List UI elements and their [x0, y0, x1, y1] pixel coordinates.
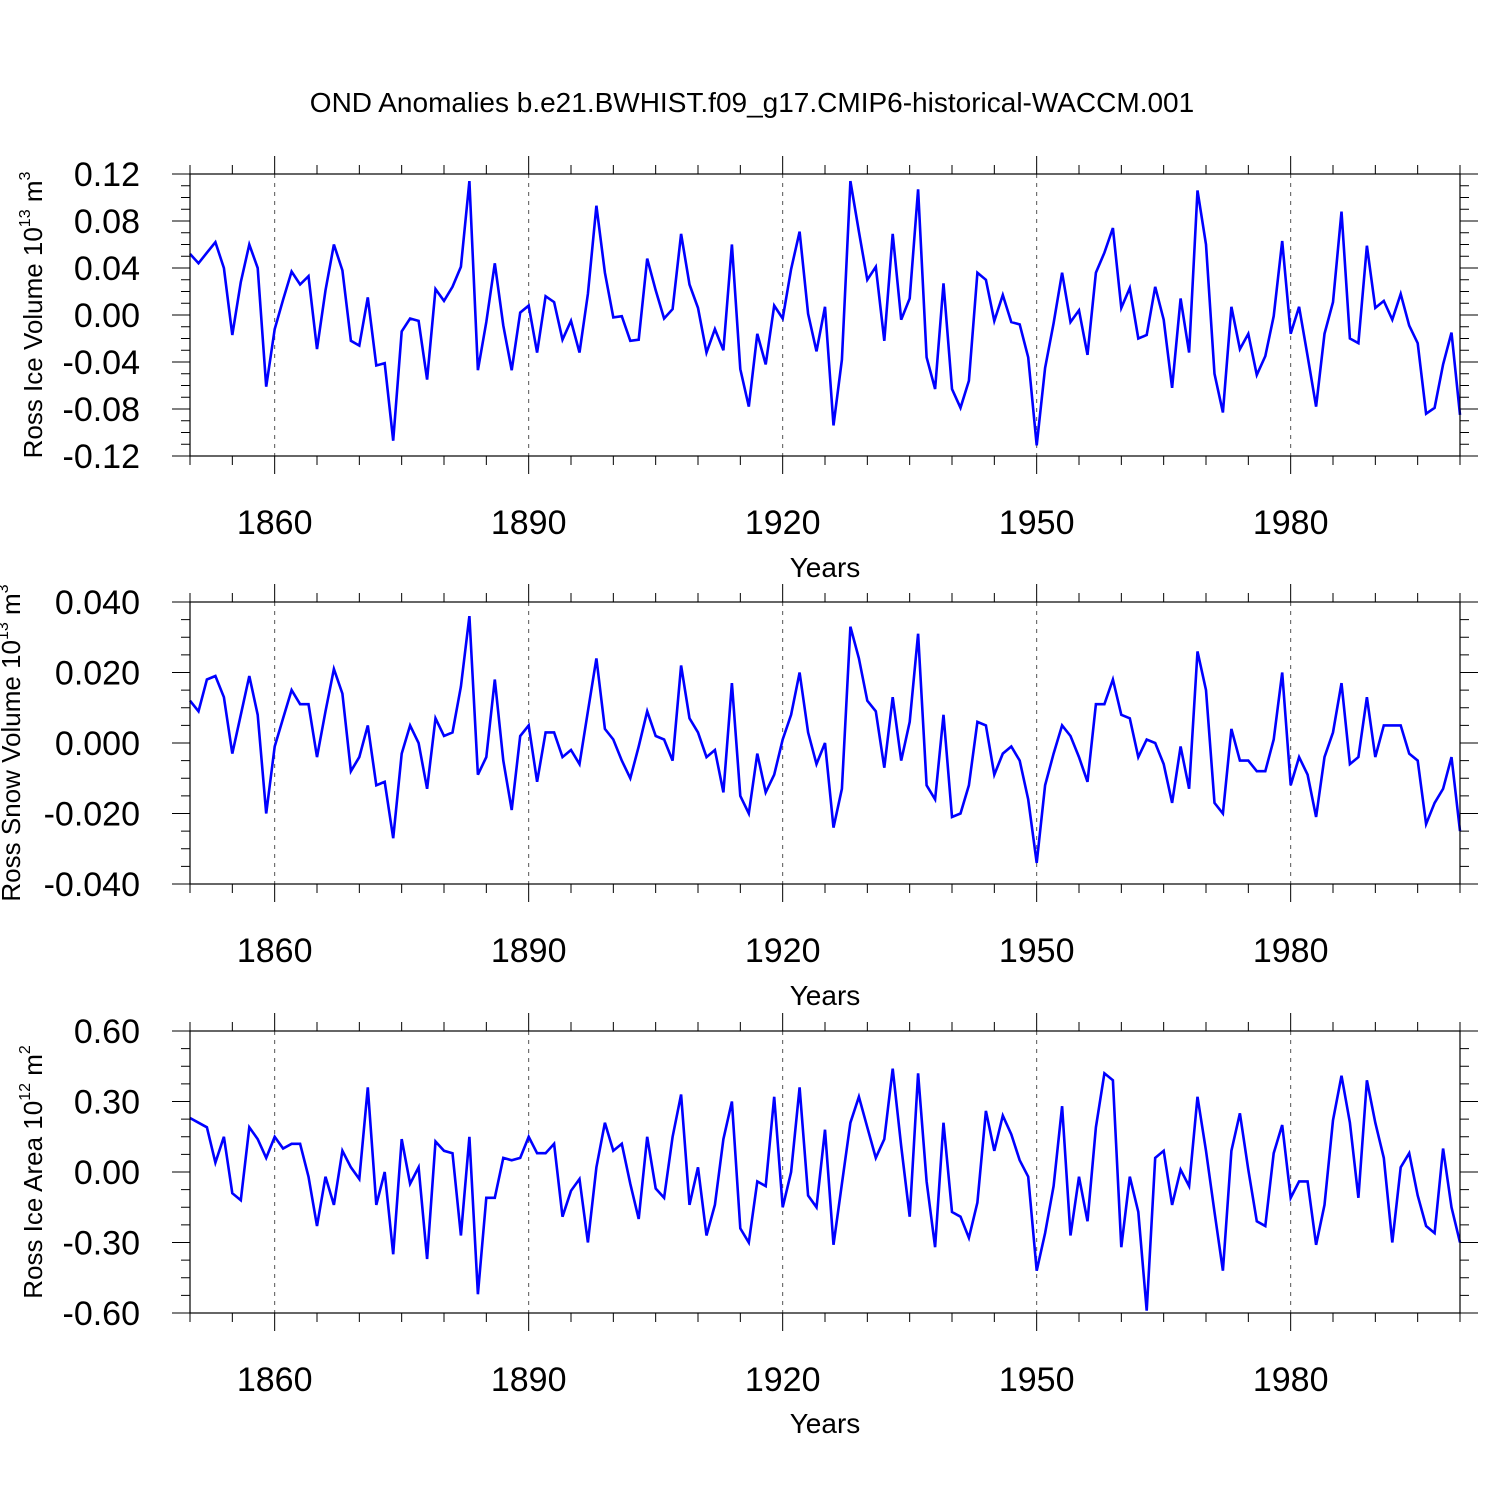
x-axis-label: Years — [790, 980, 861, 1011]
y-tick-label: 0.30 — [74, 1084, 140, 1122]
y-axis-label-unit-exp: 2 — [17, 1045, 34, 1054]
x-tick-label: 1860 — [237, 504, 313, 542]
x-tick-label: 1890 — [491, 504, 567, 542]
y-axis-label-unit-exp: 3 — [17, 171, 34, 180]
y-axis-label-text: Ross Ice Volume 10 — [18, 227, 48, 458]
y-axis-label-unit: m — [18, 1054, 48, 1083]
y-tick-label: -0.08 — [63, 391, 141, 429]
chart-title: OND Anomalies b.e21.BWHIST.f09_g17.CMIP6… — [310, 87, 1194, 118]
x-tick-label: 1920 — [745, 932, 821, 970]
y-tick-label: -0.12 — [63, 438, 141, 476]
x-tick-label: 1980 — [1253, 932, 1329, 970]
panels: -0.12 -0.08 -0.04 0.00 0.04 0.08 0.12 1860 1890 1… — [0, 156, 1478, 1439]
panel-1: -0.040 -0.020 0.000 0.020 0.040 1860 1890 1920 1… — [0, 584, 1478, 1011]
x-tick-label: 1920 — [745, 1361, 821, 1399]
y-tick-label: -0.040 — [44, 866, 140, 904]
x-tick-label: 1890 — [491, 932, 567, 970]
y-tick-label: 0.60 — [74, 1013, 140, 1051]
plot-frame — [189, 173, 1461, 457]
x-tick-label: 1950 — [999, 932, 1075, 970]
y-tick-label: 0.08 — [74, 203, 140, 241]
y-tick-label: -0.04 — [63, 344, 141, 382]
y-axis-label-text: Ross Snow Volume 10 — [0, 640, 26, 902]
y-tick-label: 0.000 — [55, 725, 140, 763]
y-tick-label: 0.040 — [55, 584, 140, 622]
y-tick-label: 0.020 — [55, 655, 140, 693]
y-axis-label-unit-exp: 3 — [0, 584, 12, 593]
y-tick-label: 0.00 — [74, 1154, 140, 1192]
x-tick-label: 1860 — [237, 1361, 313, 1399]
x-tick-label: 1950 — [999, 1361, 1075, 1399]
y-axis-label-exp: 13 — [17, 209, 34, 227]
x-axis-label: Years — [790, 552, 861, 583]
y-axis-label-text: Ross Ice Area 10 — [18, 1101, 48, 1299]
y-axis-label: Ross Ice Volume 1013 m3 — [17, 171, 48, 458]
plot-frame — [189, 1030, 1461, 1314]
y-axis-label: Ross Snow Volume 1013 m3 — [0, 584, 26, 901]
x-tick-label: 1950 — [999, 504, 1075, 542]
x-axis-label: Years — [790, 1408, 861, 1439]
x-tick-label: 1980 — [1253, 1361, 1329, 1399]
panel-2: -0.60 -0.30 0.00 0.30 0.60 1860 1890 1920 1950 19… — [17, 1013, 1478, 1439]
x-tick-label: 1890 — [491, 1361, 567, 1399]
series-line — [189, 180, 1462, 446]
y-axis-label: Ross Ice Area 1012 m2 — [17, 1045, 48, 1299]
series-line — [189, 1068, 1462, 1311]
x-tick-label: 1920 — [745, 504, 821, 542]
y-tick-label: 0.04 — [74, 250, 140, 288]
y-tick-label: -0.30 — [63, 1225, 141, 1263]
panel-0: -0.12 -0.08 -0.04 0.00 0.04 0.08 0.12 1860 1890 1… — [17, 156, 1478, 583]
x-tick-label: 1860 — [237, 932, 313, 970]
y-axis-label-exp: 12 — [17, 1083, 34, 1101]
y-axis-label-exp: 13 — [0, 622, 12, 640]
y-axis-label-unit: m — [0, 593, 26, 622]
x-tick-label: 1980 — [1253, 504, 1329, 542]
y-tick-label: -0.60 — [63, 1295, 141, 1333]
y-tick-label: 0.00 — [74, 297, 140, 335]
plot-frame — [189, 601, 1461, 885]
y-axis-label-unit: m — [18, 180, 48, 209]
y-tick-label: 0.12 — [74, 156, 140, 194]
y-tick-label: -0.020 — [44, 796, 140, 834]
series-line — [188, 615, 1462, 864]
